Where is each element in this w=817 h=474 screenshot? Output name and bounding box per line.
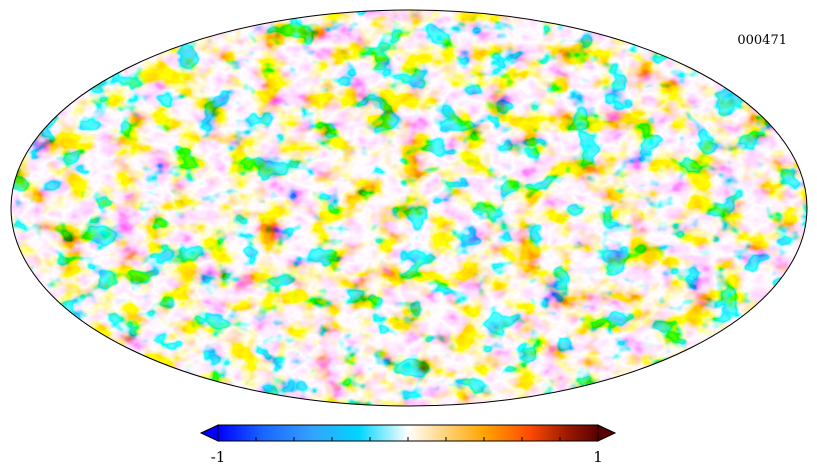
sky-map-field [11, 10, 807, 406]
map-label: 000471 [737, 33, 787, 48]
colorbar-min-arrow [199, 424, 219, 442]
sky-map-outline [10, 9, 808, 407]
colorbar-ticks [255, 437, 561, 441]
colorbar-min-label: -1 [211, 448, 226, 466]
colorbar-max-label: 1 [593, 448, 603, 466]
colorbar-max-arrow [597, 424, 617, 442]
